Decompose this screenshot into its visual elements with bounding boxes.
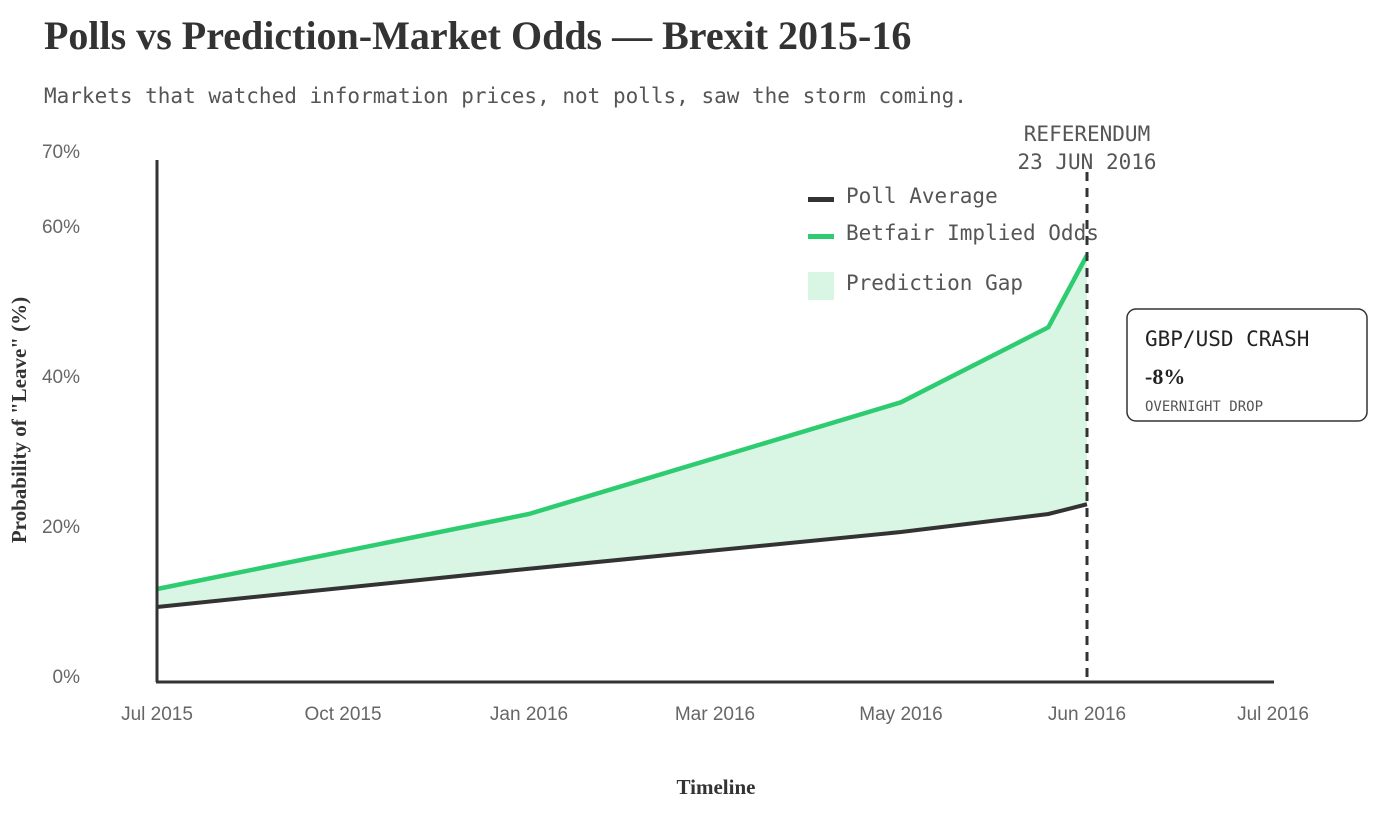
legend: Poll Average Betfair Implied Odds Predic… <box>808 184 1099 300</box>
x-tick-label: Jan 2016 <box>490 704 568 725</box>
y-tick-label: 20% <box>42 517 80 538</box>
x-axis-label: Timeline <box>677 775 756 799</box>
x-tick-label: May 2016 <box>859 704 942 725</box>
x-tick-label: Mar 2016 <box>675 704 755 725</box>
legend-label-gap: Prediction Gap <box>846 271 1023 295</box>
y-tick-label: 40% <box>42 367 80 388</box>
chart-title: Polls vs Prediction-Market Odds — Brexit… <box>44 13 912 58</box>
betfair-odds-line <box>156 254 1089 592</box>
poll-average-line <box>156 502 1088 609</box>
callout-value: -8% <box>1145 364 1185 389</box>
legend-swatch-betfair <box>808 234 834 239</box>
legend-label-betfair: Betfair Implied Odds <box>846 221 1099 245</box>
legend-swatch-gap <box>808 272 834 300</box>
referendum-date-label: 23 JUN 2016 <box>1017 150 1156 174</box>
y-tick-label: 70% <box>42 142 80 163</box>
x-tick-label: Jul 2016 <box>1237 704 1309 725</box>
y-tick-label: 0% <box>53 667 81 688</box>
callout-caption: OVERNIGHT DROP <box>1145 399 1263 415</box>
x-tick-label: Jul 2015 <box>121 704 193 725</box>
y-tick-label: 60% <box>42 217 80 238</box>
gbp-crash-callout: GBP/USD CRASH -8% OVERNIGHT DROP <box>1126 308 1368 422</box>
prediction-gap-area <box>157 255 1087 607</box>
y-axis-label: Probability of "Leave" (%) <box>7 297 31 543</box>
x-tick-label: Oct 2015 <box>304 704 381 725</box>
callout-title: GBP/USD CRASH <box>1145 327 1309 351</box>
referendum-label: REFERENDUM <box>1024 122 1150 146</box>
chart-subtitle: Markets that watched information prices,… <box>44 84 967 108</box>
legend-label-poll: Poll Average <box>846 184 998 208</box>
x-tick-label: Jun 2016 <box>1048 704 1126 725</box>
legend-swatch-poll <box>808 197 834 202</box>
